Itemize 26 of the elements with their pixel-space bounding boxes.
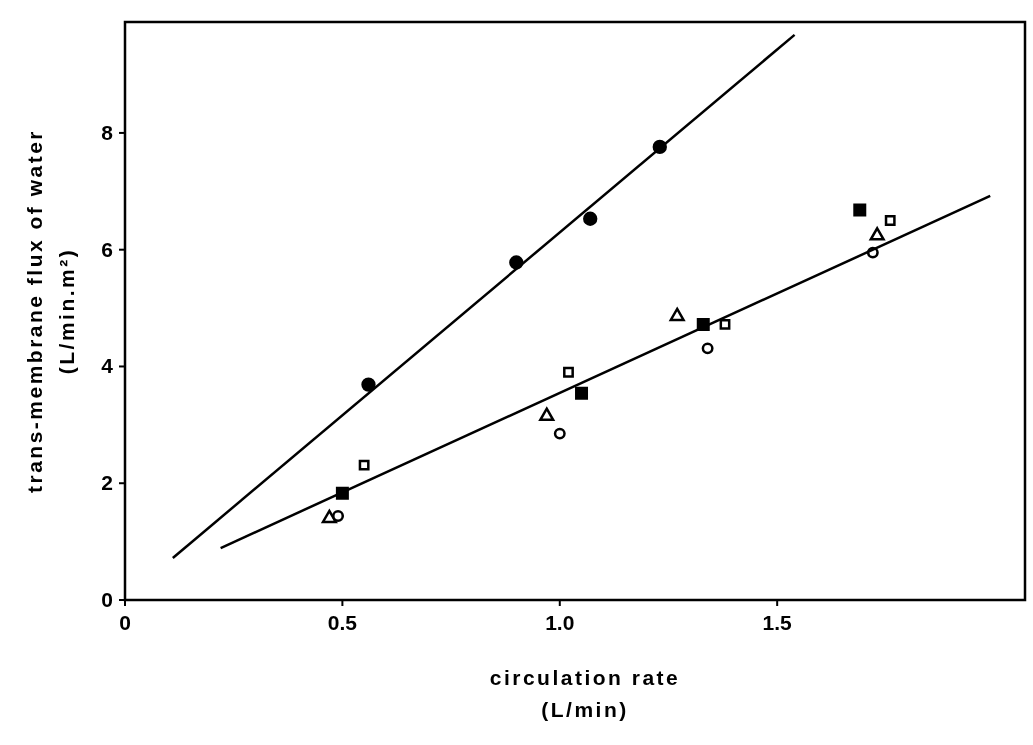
x-tick-label: 1.0 [545, 611, 575, 634]
point [575, 386, 589, 400]
point [321, 509, 337, 524]
y-tick-label: 0 [101, 588, 113, 611]
y-tick-label: 8 [101, 120, 114, 144]
point [719, 319, 731, 330]
point [332, 509, 345, 522]
y-tick-label: 6 [101, 237, 113, 261]
point [884, 215, 896, 226]
point [869, 227, 885, 241]
x-axis-title: circulation rate (L/min) [489, 666, 681, 721]
x-tick-label: 0 [119, 611, 131, 634]
point [553, 427, 566, 440]
y-tick-label: 4 [101, 354, 114, 378]
x-tick-label: 0.5 [327, 611, 358, 634]
point [358, 459, 370, 471]
point [583, 211, 598, 226]
point [669, 307, 685, 322]
x-tick-label: 1.5 [762, 611, 793, 634]
y-axis-title: trans-membrane flux of water (L/min.m²) [23, 128, 78, 494]
point [361, 377, 376, 392]
point [853, 203, 867, 217]
point [701, 342, 714, 355]
y-tick-label: 2 [101, 471, 113, 495]
point [563, 366, 574, 378]
point [539, 407, 555, 422]
